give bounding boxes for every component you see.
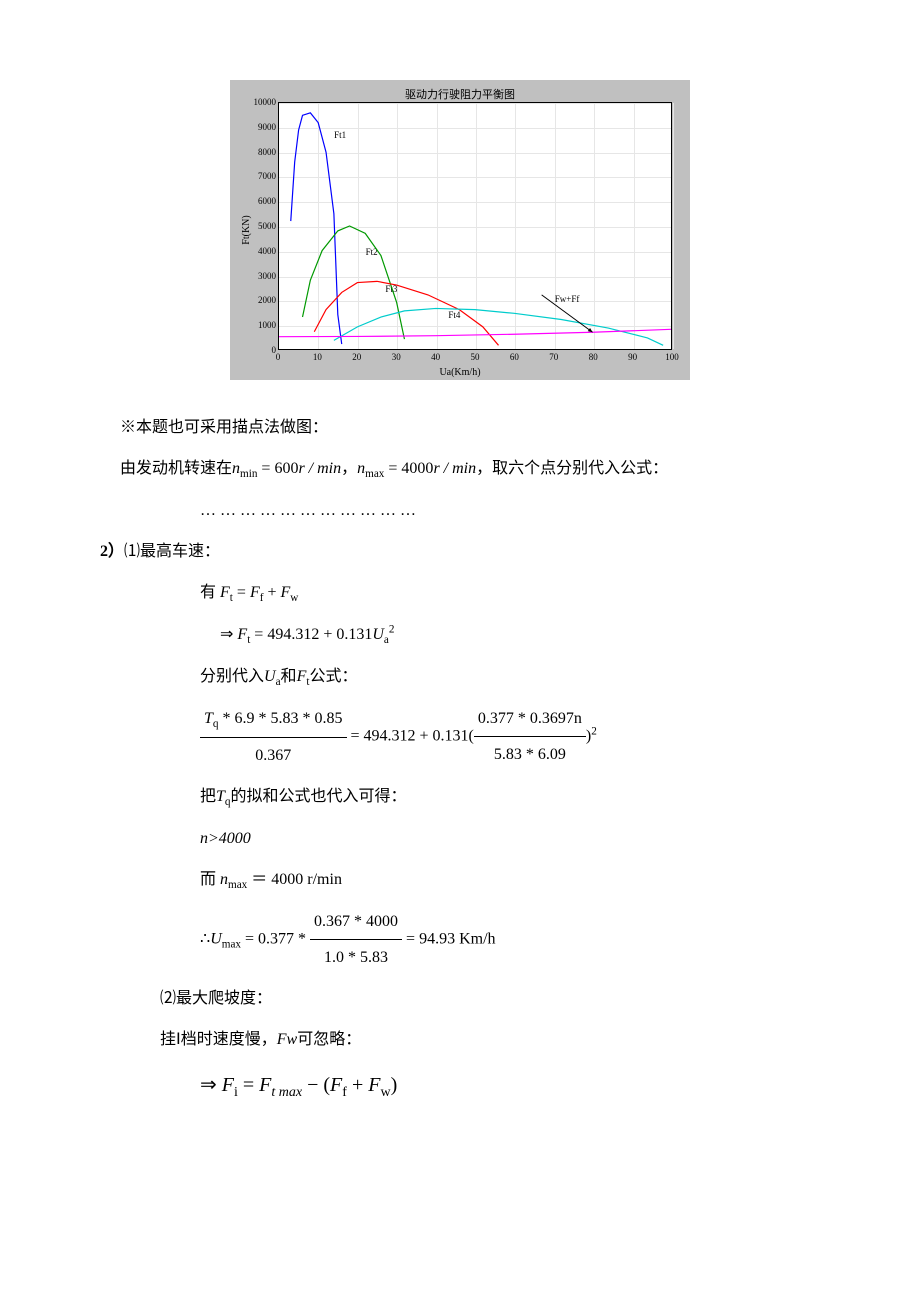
t: 0.367 — [200, 738, 347, 773]
t: r / min — [433, 460, 476, 477]
chart-title: 驱动力行驶阻力平衡图 — [230, 86, 690, 102]
t: ，取六个点分别代入公式： — [476, 460, 668, 477]
note-1: ※本题也可采用描点法做图： — [100, 410, 820, 445]
t: max — [365, 468, 384, 480]
t: ⇒ — [200, 1074, 222, 1096]
gear1-note: 挂Ⅰ档时速度慢，Fw可忽略： — [100, 1022, 820, 1057]
t: U — [372, 626, 384, 643]
t: 2 — [389, 624, 395, 636]
t: = 94.93 Km/h — [402, 930, 495, 947]
t: F — [259, 1074, 271, 1096]
t: ⑴最高车速： — [124, 543, 220, 560]
t: 有 — [200, 584, 220, 601]
t: max — [222, 938, 241, 950]
t: 的拟和公式也代入可得： — [231, 788, 407, 805]
t: Fw — [277, 1031, 297, 1048]
section-2-2: ⑵最大爬坡度： — [100, 981, 820, 1016]
t: = 4000 — [384, 460, 433, 477]
t: ， — [341, 460, 357, 477]
t: w — [290, 593, 298, 605]
t: − ( — [302, 1074, 330, 1096]
t: = 0.377 * — [241, 930, 310, 947]
t: = 494.312 + 0.131( — [347, 728, 474, 745]
t: U — [264, 668, 276, 685]
t: r / min — [298, 460, 341, 477]
chart-container: 驱动力行驶阻力平衡图 Ft(KN) Ua(Km/h) Ft1Ft2Ft3Ft4F… — [100, 80, 820, 380]
t: = — [233, 584, 250, 601]
t: F — [297, 668, 307, 685]
sub-tq: 把Tq的拟和公式也代入可得： — [100, 779, 820, 815]
t: ) — [391, 1074, 398, 1096]
t: a — [384, 634, 389, 646]
t: 0.377 * 0.3697n — [474, 701, 586, 737]
t: 0.367 * 4000 — [310, 904, 402, 940]
t: ∴ — [200, 930, 210, 947]
t: n — [357, 460, 365, 477]
t: n — [232, 460, 240, 477]
t: + — [347, 1074, 368, 1096]
t: T — [204, 710, 213, 727]
t: 把 — [200, 788, 216, 805]
t: F — [280, 584, 290, 601]
t: F — [222, 1074, 234, 1096]
u-max: ∴Umax = 0.377 * 0.367 * 40001.0 * 5.83 =… — [100, 904, 820, 975]
eq-fi: ⇒ Fi = Ft max − (Ff + Fw) — [100, 1063, 820, 1109]
ellipsis: …………………………… — [100, 493, 820, 528]
t: = — [238, 1074, 259, 1096]
n-max: 而 nmax ＝ 4000 r/min — [100, 862, 820, 898]
n-result: n>4000 — [100, 821, 820, 856]
x-axis-label: Ua(Km/h) — [230, 367, 690, 378]
eq-main: Tq * 6.9 * 5.83 * 0.850.367 = 494.312 + … — [100, 701, 820, 773]
t: 挂Ⅰ档时速度慢， — [160, 1031, 277, 1048]
plot-area: Ft1Ft2Ft3Ft4Fw+Ff — [278, 102, 672, 350]
t: F — [368, 1074, 380, 1096]
eq-ft: 有 Ft = Ff + Fw — [100, 575, 820, 611]
driving-force-chart: 驱动力行驶阻力平衡图 Ft(KN) Ua(Km/h) Ft1Ft2Ft3Ft4F… — [230, 80, 690, 380]
note-2: 由发动机转速在nmin = 600r / min，nmax = 4000r / … — [100, 451, 820, 487]
t: 分别代入 — [200, 668, 264, 685]
t: * 6.9 * 5.83 * 0.85 — [219, 710, 343, 727]
t: F — [250, 584, 260, 601]
t: w — [380, 1085, 390, 1100]
section-2-1: 2）⑴最高车速： — [100, 534, 820, 569]
t: 而 — [200, 871, 216, 888]
t: F — [330, 1074, 342, 1096]
t: min — [240, 468, 257, 480]
eq-ft-expand: ⇒ Ft = 494.312 + 0.131Ua2 — [100, 617, 820, 653]
t: F — [237, 626, 247, 643]
t: 2） — [100, 543, 124, 560]
t: t max — [271, 1085, 302, 1100]
t: 公式： — [309, 668, 357, 685]
t: n — [216, 871, 228, 888]
t: = 494.312 + 0.131 — [250, 626, 372, 643]
t: 由发动机转速在 — [120, 460, 232, 477]
t: ＝ 4000 r/min — [247, 871, 342, 888]
sub-ua-ft: 分别代入Ua和Ft公式： — [100, 659, 820, 695]
t: F — [220, 584, 230, 601]
t: + — [263, 584, 280, 601]
t: 可忽略： — [297, 1031, 361, 1048]
t: T — [216, 788, 225, 805]
t: max — [228, 879, 247, 891]
t: 2 — [591, 725, 597, 737]
t: U — [210, 930, 222, 947]
t: n>4000 — [200, 830, 251, 847]
t: ⇒ — [220, 626, 237, 643]
t: 1.0 * 5.83 — [310, 940, 402, 975]
t: 5.83 * 6.09 — [474, 737, 586, 772]
t: = 600 — [257, 460, 298, 477]
t: 和 — [281, 668, 297, 685]
